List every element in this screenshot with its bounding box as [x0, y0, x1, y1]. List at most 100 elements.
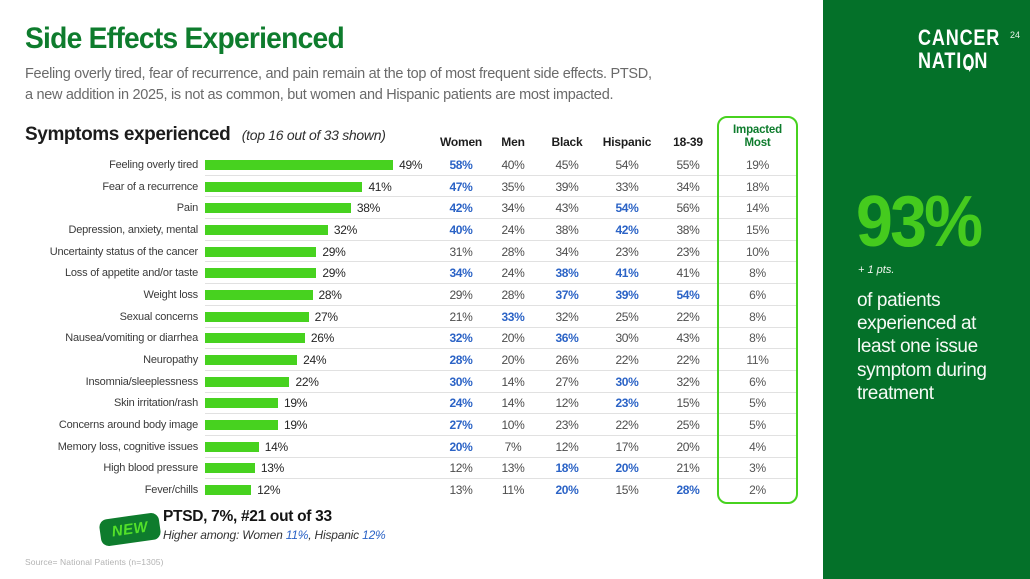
- bar-cell: 29%: [205, 262, 435, 284]
- value-age: 56%: [676, 201, 700, 216]
- value-impacted-most: 5%: [749, 396, 766, 411]
- value-women: 29%: [449, 287, 473, 302]
- value-age: 38%: [676, 222, 700, 237]
- value-age: 43%: [676, 331, 700, 346]
- value-black: 12%: [555, 439, 579, 454]
- symptom-bar: [205, 203, 351, 214]
- value-women: 47%: [449, 179, 473, 194]
- table-row: Weight loss 28% 29% 28% 37% 39% 54% 6%: [25, 284, 798, 306]
- chart-heading: Symptoms experienced (top 16 out of 33 s…: [25, 124, 386, 146]
- value-impacted-most: 4%: [749, 439, 766, 454]
- value-black: 43%: [555, 201, 579, 216]
- value-women: 40%: [449, 222, 473, 237]
- value-black: 45%: [555, 157, 579, 172]
- value-women: 42%: [449, 201, 473, 216]
- value-women: 34%: [449, 266, 473, 281]
- logo-nation-pre: NATI: [917, 48, 962, 74]
- symptom-bar: [205, 333, 305, 344]
- value-men: 11%: [501, 483, 525, 498]
- symptom-bar: [205, 355, 298, 366]
- bar-cell: 19%: [205, 414, 435, 436]
- symptom-bar-value: 26%: [310, 331, 334, 346]
- value-age: 22%: [676, 353, 700, 368]
- value-women: 32%: [449, 331, 473, 346]
- symptom-bar-value: 49%: [399, 157, 423, 172]
- table-row: Skin irritation/rash 19% 24% 14% 12% 23%…: [25, 393, 798, 415]
- symptom-bar: [205, 289, 313, 300]
- bar-cell: 26%: [205, 328, 435, 350]
- value-age: 34%: [676, 179, 700, 194]
- value-impacted-most: 8%: [749, 309, 766, 324]
- value-hispanic: 41%: [615, 266, 639, 281]
- symptom-bar: [205, 485, 252, 496]
- symptom-bar-value: 27%: [314, 309, 338, 324]
- symptom-bar-value: 12%: [257, 483, 281, 498]
- table-row: Loss of appetite and/or taste 29% 34% 24…: [25, 262, 798, 284]
- table-row: Concerns around body image 19% 27% 10% 2…: [25, 414, 798, 436]
- value-age: 21%: [676, 461, 700, 476]
- bar-cell: 19%: [205, 393, 435, 415]
- value-black: 26%: [555, 353, 579, 368]
- value-men: 10%: [501, 418, 525, 433]
- awareness-ribbon-icon: [962, 53, 974, 72]
- value-women: 31%: [449, 244, 473, 259]
- value-impacted-most: 8%: [749, 266, 766, 281]
- table-row: Nausea/vomiting or diarrhea 26% 32% 20% …: [25, 328, 798, 350]
- symptom-label: Neuropathy: [143, 354, 198, 367]
- value-men: 40%: [501, 157, 525, 172]
- bar-cell: 22%: [205, 371, 435, 393]
- value-women: 21%: [449, 309, 473, 324]
- symptom-bar-value: 22%: [295, 374, 319, 389]
- chart-title-note: (top 16 out of 33 shown): [241, 127, 386, 143]
- symptom-bar: [205, 268, 317, 279]
- value-impacted-most: 19%: [745, 157, 770, 172]
- value-age: 32%: [676, 374, 700, 389]
- value-women: 13%: [449, 483, 473, 498]
- symptom-label: Insomnia/sleeplessness: [85, 375, 199, 388]
- chart-title: Symptoms experienced: [25, 124, 231, 145]
- table-row: Sexual concerns 27% 21% 33% 32% 25% 22% …: [25, 306, 798, 328]
- table-row: Feeling overly tired 49% 58% 40% 45% 54%…: [25, 154, 798, 176]
- value-hispanic: 22%: [615, 353, 639, 368]
- symptom-label: Depression, anxiety, mental: [68, 223, 198, 236]
- stat-description: of patients experienced at least one iss…: [857, 290, 987, 404]
- ptsd-hispanic-value: 12%: [362, 528, 386, 542]
- ptsd-title: PTSD, 7%, #21 out of 33: [163, 508, 332, 525]
- value-hispanic: 25%: [615, 309, 639, 324]
- value-men: 28%: [501, 244, 525, 259]
- new-badge: NEW: [98, 511, 162, 548]
- value-impacted-most: 10%: [745, 244, 770, 259]
- symptom-label: Sexual concerns: [119, 310, 199, 323]
- symptom-bar: [205, 311, 309, 322]
- value-black: 37%: [555, 287, 579, 302]
- value-women: 20%: [449, 439, 473, 454]
- value-hispanic: 23%: [615, 396, 639, 411]
- value-impacted-most: 15%: [745, 222, 770, 237]
- value-hispanic: 39%: [615, 287, 639, 302]
- value-hispanic: 54%: [615, 157, 639, 172]
- symptom-bar: [205, 376, 290, 387]
- value-black: 38%: [555, 266, 579, 281]
- value-hispanic: 54%: [615, 201, 639, 216]
- symptom-label: Nausea/vomiting or diarrhea: [65, 332, 198, 345]
- value-men: 35%: [501, 179, 525, 194]
- value-men: 24%: [501, 222, 525, 237]
- new-badge-label: NEW: [110, 518, 150, 541]
- symptom-label: Feeling overly tired: [109, 158, 198, 171]
- value-black: 18%: [555, 461, 579, 476]
- table-row: Depression, anxiety, mental 32% 40% 24% …: [25, 219, 798, 241]
- value-age: 54%: [676, 287, 700, 302]
- symptom-label: Loss of appetite and/or taste: [64, 267, 198, 280]
- page-title: Side Effects Experienced: [25, 22, 345, 55]
- value-black: 23%: [555, 418, 579, 433]
- right-sidebar-panel: 24 CANCER NATI N 93% + 1 pts. of patients…: [823, 0, 1030, 579]
- table-row: Memory loss, cognitive issues 14% 20% 7%…: [25, 436, 798, 458]
- symptom-bar-value: 24%: [303, 353, 327, 368]
- value-impacted-most: 2%: [749, 483, 766, 498]
- symptom-label: Uncertainty status of the cancer: [49, 245, 198, 258]
- logo-word-nation: NATI N: [918, 49, 1000, 72]
- bar-cell: 32%: [205, 219, 435, 241]
- value-age: 23%: [676, 244, 700, 259]
- table-row: Fever/chills 12% 13% 11% 20% 15% 28% 2%: [25, 479, 798, 501]
- value-impacted-most: 6%: [749, 287, 766, 302]
